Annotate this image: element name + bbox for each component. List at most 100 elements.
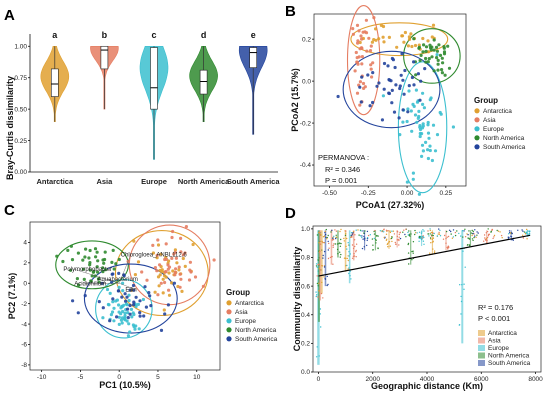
panel-d-point [421, 239, 423, 241]
panel-b-point [381, 35, 385, 39]
panel-c-point [128, 312, 132, 316]
panel-c-point [145, 278, 149, 282]
panel-c-vector-label: Ellin [125, 287, 136, 293]
panel-b-ylabel: PCoA2 (15.7%) [290, 68, 300, 132]
panel-c-point [177, 268, 181, 272]
panel-c-ellipse-north-america [55, 240, 129, 290]
panel-b-point [368, 49, 373, 53]
panel-b-point [418, 58, 422, 63]
panel-b-point [423, 67, 427, 71]
panel-c-point [151, 251, 155, 255]
panel-d-point [420, 232, 423, 234]
panel-d-point [323, 250, 326, 253]
panel-c-xtick-label: -10 [37, 374, 47, 381]
panel-c-point [159, 252, 163, 256]
panel-d-point [477, 232, 479, 234]
panel-d-ytick-label: 0.6 [301, 283, 310, 290]
panel-d-point [430, 231, 432, 234]
panel-c-point [129, 307, 134, 311]
panel-b-point [432, 38, 436, 42]
panel-d-point [343, 257, 346, 259]
panel-c-point [94, 255, 98, 259]
panel-c-vector-arrow [107, 279, 120, 284]
panel-d-point [377, 235, 379, 237]
panel-d-point [344, 234, 347, 237]
panel-b-point [398, 86, 402, 91]
panel-d-point [474, 235, 476, 237]
panel-d-point [405, 228, 407, 230]
panel-d-point [345, 245, 347, 248]
panel-b-point [421, 122, 425, 126]
panel-d-point [386, 238, 388, 240]
panel-c-point [116, 289, 120, 293]
panel-c-point [123, 311, 127, 315]
panel-c-point [138, 299, 142, 303]
panel-d-point [391, 230, 393, 232]
panel-a-ytick-label: 0.75 [14, 75, 27, 82]
panel-c-point [188, 260, 192, 264]
panel-b-point [386, 64, 390, 68]
panel-b-point [382, 61, 387, 66]
panel-d-point [389, 230, 391, 232]
panel-d-ytick-label: 0.4 [301, 312, 310, 319]
panel-c-point [136, 302, 140, 306]
panel-d-point [423, 243, 425, 245]
panel-d-xlabel: Geographic distance (Km) [371, 381, 483, 391]
panel-c-point [167, 293, 172, 297]
panel-c-point [69, 244, 73, 248]
panel-d-point [387, 246, 389, 248]
panel-c-point [114, 262, 118, 266]
panel-d-point [319, 308, 322, 310]
panel-c-points [55, 225, 216, 338]
panel-d-point [467, 244, 469, 246]
panel-b-point [418, 98, 422, 102]
panel-d-point [317, 285, 319, 287]
panel-c-xtick-label: -5 [78, 374, 84, 381]
panel-c-point [112, 267, 116, 271]
panel-c-point [159, 328, 164, 332]
panel-b-point [422, 43, 426, 47]
panel-d-point [315, 295, 317, 298]
panel-d-point [486, 237, 488, 240]
panel-c-vector-label: Acidiphilium [74, 281, 106, 287]
panel-b-point [443, 73, 447, 77]
panel-d-point [438, 233, 441, 235]
panel-b-point [421, 91, 425, 95]
panel-d-point [346, 264, 348, 267]
panel-b-legend-swatch [474, 108, 480, 114]
panel-d-point [507, 236, 509, 238]
panel-b-point [394, 83, 398, 87]
panel-b-point [406, 44, 410, 48]
panel-b-point [336, 94, 340, 99]
panel-b-point [428, 148, 432, 153]
panel-b-point [392, 110, 397, 114]
panel-d-point [486, 230, 489, 233]
panel-c-point [124, 302, 128, 306]
panel-c-ytick-label: -6 [21, 342, 27, 349]
panel-c-point [167, 271, 171, 275]
panel-b-point [407, 35, 411, 39]
panel-d-point-column [388, 230, 390, 249]
panel-b-point [380, 118, 384, 122]
panel-c-point [170, 281, 174, 285]
panel-c-point [133, 327, 137, 331]
panel-d-point [327, 240, 329, 243]
panel-b-point [439, 112, 443, 116]
panel-d-point [510, 235, 512, 237]
panel-d-point [345, 233, 347, 235]
panel-b-legend-swatch [474, 135, 480, 141]
panel-d-point [363, 232, 365, 234]
panel-c-point [121, 309, 125, 314]
panel-b-point [410, 129, 414, 133]
panel-d-point [328, 247, 330, 249]
panel-d-point [463, 283, 465, 285]
panel-b-point [398, 84, 402, 88]
panel-d-point [318, 242, 320, 244]
panel-b-point [414, 88, 418, 92]
panel-d-point-column [348, 230, 351, 284]
panel-d-point [468, 238, 471, 240]
panel-c-point [134, 295, 138, 299]
panel-c-ticks: -10 -5 0 5 10 -8 -6 -4 -2 0 2 4 [21, 240, 201, 381]
panel-d-point [488, 233, 491, 235]
panel-d-point [454, 234, 457, 237]
